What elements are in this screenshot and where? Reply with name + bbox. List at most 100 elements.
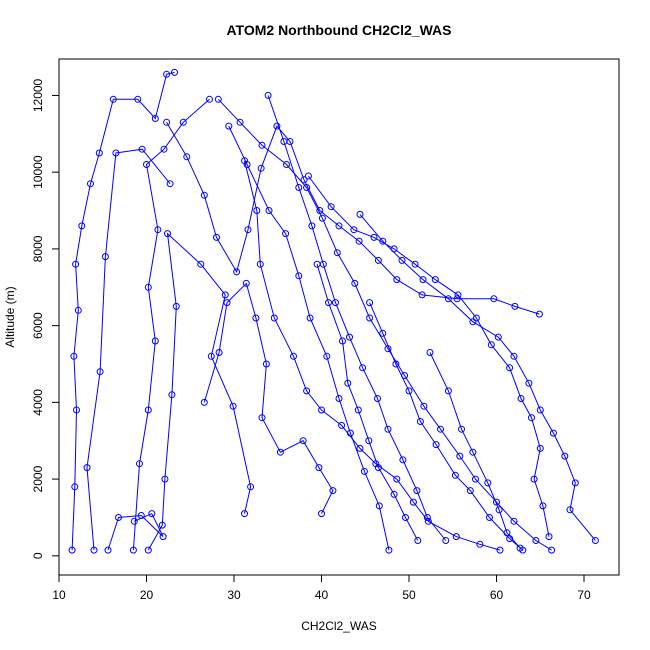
data-point [290,352,297,360]
data-point [95,149,103,157]
x-tick-label: 70 [577,588,591,602]
data-point [444,295,452,303]
data-point [536,406,544,414]
data-point [454,291,462,299]
data-point [472,314,480,322]
data-point [74,306,82,314]
data-point [346,333,353,341]
data-point [453,295,461,303]
data-point [346,429,354,437]
data-point [335,222,343,230]
data-point [532,537,540,544]
data-point [144,283,152,291]
data-point [244,226,252,234]
data-point [350,226,358,234]
data-point [236,118,244,126]
data-point [258,141,266,149]
data-point [163,118,171,126]
data-point [171,68,178,76]
data-point [393,475,401,483]
series-profile [129,95,213,554]
data-point [137,512,145,519]
series-line [244,160,501,551]
data-point [200,398,208,406]
data-point [528,414,535,422]
x-tick-label: 40 [315,588,329,602]
data-point [262,360,270,368]
data-point [374,395,381,402]
x-tick-label: 10 [52,588,66,602]
data-point [484,479,492,487]
data-point [221,291,229,299]
data-point [303,387,311,395]
data-point [366,299,374,307]
series-profile [313,260,422,544]
data-point [109,95,117,103]
data-point [215,349,223,356]
x-tick-label: 60 [490,588,504,602]
series-line [307,175,550,537]
data-point [339,337,346,345]
data-point [423,514,431,521]
data-point [197,260,205,268]
data-point [243,161,251,168]
data-point [384,425,392,433]
data-point [591,537,599,544]
data-point [327,203,335,211]
data-point [437,425,444,433]
data-point [511,302,519,310]
data-point [136,460,143,468]
data-point [332,299,339,307]
data-point [432,441,440,449]
data-point [356,444,364,452]
y-tick-label: 4000 [31,389,45,416]
series-line [147,232,252,551]
chart-title: ATOM2 Northbound CH2Cl2_WAS [226,22,451,38]
data-point [172,302,180,310]
data-point [451,471,459,479]
data-point [323,352,331,360]
y-tick-label: 0 [31,552,45,559]
data-point [561,452,569,460]
series-profile [264,91,450,544]
x-tick-label: 50 [402,588,416,602]
data-point [134,95,142,103]
data-point [138,145,146,153]
data-point [549,429,557,437]
data-point [223,299,231,307]
data-point [545,533,553,541]
data-point [71,483,79,491]
data-point [456,452,464,460]
data-point [308,222,316,230]
data-point [411,260,419,268]
data-point [390,490,398,498]
series-line [203,282,334,514]
data-point [402,514,409,521]
data-point [486,514,493,521]
data-point [115,514,122,521]
series-profile [163,118,543,318]
data-point [476,540,484,548]
data-point [318,406,325,414]
series-line [86,148,171,551]
data-point [366,314,374,322]
data-point [70,352,78,360]
data-point [333,249,341,257]
series-line [316,264,419,541]
data-point [398,256,406,264]
data-point [409,498,417,506]
series-line [369,302,524,551]
data-point [129,546,137,554]
data-point [247,483,255,491]
data-point [399,456,407,464]
data-point [265,207,273,214]
data-point [257,164,265,172]
data-point [295,184,303,191]
series-line [217,98,552,551]
data-point [503,529,511,537]
y-axis: 0 2000 4000 6000 8000 10000 12000 [31,78,60,559]
data-point [566,506,574,514]
data-point [516,544,524,552]
data-point [419,276,427,284]
data-point [304,172,312,180]
